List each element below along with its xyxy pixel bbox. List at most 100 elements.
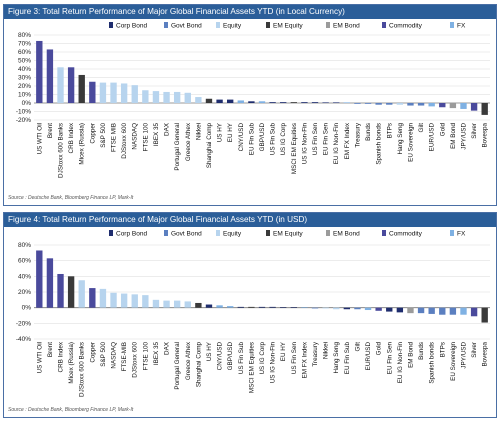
chart-panel-figure-4: Figure 4: Total Return Performance of Ma… [3, 212, 497, 418]
y-tick-label: 80% [18, 32, 31, 39]
bar [173, 300, 181, 308]
bar-chart-svg: Corp Bond Govt Bond Equity EM Equity EM Bond… [16, 22, 490, 178]
bar [57, 273, 64, 308]
legend-swatch [164, 22, 168, 28]
legend-swatch [382, 22, 386, 28]
x-tick-label: MSCI EM Equities [248, 342, 255, 393]
bar [99, 288, 107, 308]
legend-label: Commodity [389, 23, 423, 30]
bar [269, 306, 276, 308]
legend-item: Commodity [382, 22, 423, 30]
legend-item: Govt Bond [164, 22, 202, 30]
bar [354, 103, 361, 104]
chart-title: Figure 4: Total Return Performance of Ma… [4, 213, 496, 227]
bar [248, 306, 255, 308]
chart-title: Figure 3: Total Return Performance of Ma… [4, 5, 496, 19]
x-tick-label: Micex (Russia) [79, 123, 86, 165]
bar [258, 101, 266, 103]
x-tick-label: EM FX Index [344, 122, 351, 159]
bar [417, 103, 425, 106]
bar [237, 100, 244, 103]
bar [343, 307, 351, 310]
x-tick-label: DJStoxx 600 [121, 123, 128, 159]
bar [227, 99, 234, 103]
x-tick-label: US IG Non-Fin [301, 123, 308, 165]
x-tick-label: Greece Athex [185, 122, 192, 161]
legend-swatch [266, 230, 270, 236]
bar [78, 74, 85, 103]
x-tick-label: US HY [206, 341, 213, 361]
bar [142, 295, 149, 308]
bar [152, 299, 160, 308]
bar [417, 307, 425, 314]
legend-item: EM Equity [266, 22, 303, 30]
x-tick-label: Bovespa [482, 123, 489, 148]
x-tick-label: Gilt [418, 123, 425, 133]
legend-label: Corp Bond [116, 23, 147, 30]
legend-label: FX [457, 23, 466, 30]
bar [120, 83, 128, 103]
x-tick-label: Portugal General [174, 342, 181, 390]
legend-label: EM Bond [333, 231, 360, 238]
bar [290, 102, 297, 103]
x-tick-label: EU Fin Sen [386, 342, 393, 375]
bar [280, 307, 287, 308]
x-tick-label: Spanish bonds [429, 342, 436, 384]
x-tick-label: DJStoxx 600 Banks [79, 342, 86, 397]
bar [57, 67, 64, 103]
bar [333, 102, 340, 103]
bar [152, 91, 160, 103]
y-tick-label: 0% [22, 305, 32, 312]
bar [343, 102, 351, 103]
x-tick-label: Copper [89, 123, 96, 144]
bar [386, 103, 393, 105]
y-tick-label: -10% [16, 109, 31, 116]
bar [110, 82, 117, 103]
bar [280, 102, 287, 103]
legend-label: Equity [223, 23, 242, 30]
x-tick-label: DJStoxx 600 Banks [58, 123, 65, 178]
bar [36, 40, 43, 103]
x-tick-label: Brent [47, 123, 54, 138]
bar [110, 292, 117, 308]
x-tick-label: CRB Index [68, 122, 75, 153]
bar [470, 307, 478, 317]
bar [301, 307, 308, 308]
bar [216, 99, 223, 103]
bar [89, 288, 96, 308]
x-tick-label: US Fin Sen [291, 342, 298, 375]
bar [333, 307, 340, 310]
x-tick-label: Silver [471, 123, 478, 139]
x-tick-label: Hang Seng [333, 342, 340, 374]
legend-label: Equity [223, 231, 242, 238]
x-tick-label: JPY/USD [460, 123, 467, 150]
y-tick-label: -40% [16, 336, 31, 343]
x-tick-label: Nikkei [195, 123, 202, 140]
bar [195, 97, 202, 103]
legend-label: FX [457, 231, 466, 238]
legend-swatch [109, 22, 113, 28]
bar [354, 307, 361, 310]
legend-label: Govt Bond [171, 231, 202, 238]
x-tick-label: GBP/USD [259, 123, 266, 152]
x-tick-label: DAX [164, 341, 171, 355]
bar [216, 305, 223, 308]
y-tick-label: 40% [18, 66, 31, 73]
x-tick-label: Treasury [354, 122, 361, 147]
x-tick-label: EU HY [227, 122, 234, 142]
x-tick-label: DJStoxx 600 [132, 342, 139, 378]
x-tick-label: US IG Corp [259, 342, 266, 375]
x-tick-label: EU Sovereign [407, 123, 414, 162]
bar [439, 307, 446, 315]
y-tick-label: 20% [18, 83, 31, 90]
x-tick-label: Micex (Russia) [68, 342, 75, 384]
y-tick-label: 30% [18, 75, 31, 82]
legend-label: Govt Bond [171, 23, 202, 30]
x-tick-label: EM Bond [450, 123, 457, 149]
bar [205, 304, 213, 308]
x-tick-label: Silver [471, 342, 478, 358]
x-tick-label: BTPs [386, 123, 393, 138]
bar [481, 307, 488, 323]
legend: Corp Bond Govt Bond Equity EM Equity EM Bond… [109, 230, 466, 238]
y-tick-label: 50% [18, 58, 31, 65]
